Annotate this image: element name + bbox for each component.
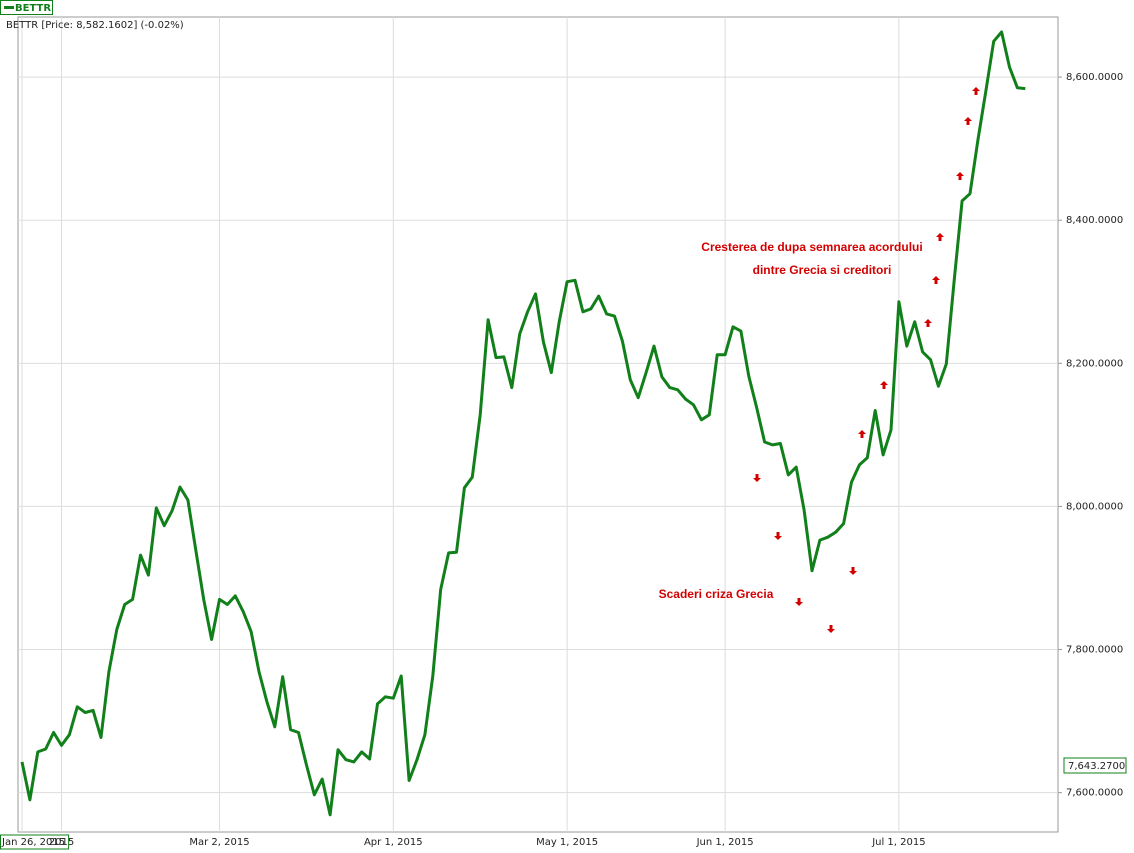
y-tick-label: 8,600.0000 (1066, 72, 1123, 83)
header: BETTR [Price: 8,582.1602] (-0.02%) (6, 20, 184, 31)
y-tick-label: 8,000.0000 (1066, 501, 1123, 512)
y-tick-label: 7,800.0000 (1066, 645, 1123, 656)
price-tag: 7,643.2700 (1068, 761, 1125, 772)
y-tick-label: 8,200.0000 (1066, 358, 1123, 369)
x-tick-label: Jun 1, 2015 (696, 837, 754, 848)
annotation: Scaderi criza Grecia (659, 587, 774, 601)
up-arrow (924, 319, 932, 327)
up-arrow (858, 430, 866, 438)
plot-area (17, 16, 1059, 833)
up-arrow (936, 233, 944, 241)
up-arrow (932, 276, 940, 284)
up-arrow (956, 172, 964, 180)
down-arrow (753, 474, 761, 482)
price-line (20, 30, 1026, 817)
x-tick-label: 2015 (49, 837, 74, 848)
x-tick-label: May 1, 2015 (536, 837, 598, 848)
y-tick-label: 8,400.0000 (1066, 215, 1123, 226)
annotation: Cresterea de dupa semnarea acordului (701, 240, 922, 254)
annotation: dintre Grecia si creditori (753, 263, 892, 277)
down-arrow (849, 567, 857, 575)
up-arrow (964, 117, 972, 125)
y-tick-label: 7,600.0000 (1066, 788, 1123, 799)
legend-box (0, 0, 53, 15)
down-arrow (774, 532, 782, 540)
price-tag-box (1063, 757, 1127, 774)
x-tick-box (0, 834, 70, 850)
down-arrow (795, 598, 803, 606)
x-tick-label: Jan 26, 2015 (1, 837, 65, 848)
up-arrow (880, 381, 888, 389)
up-arrow (972, 87, 980, 95)
x-tick-label: Mar 2, 2015 (189, 837, 249, 848)
legend-label: BETTR (15, 3, 51, 14)
down-arrow (827, 625, 835, 633)
x-tick-label: Apr 1, 2015 (364, 837, 423, 848)
x-tick-label: Jul 1, 2015 (871, 837, 925, 848)
